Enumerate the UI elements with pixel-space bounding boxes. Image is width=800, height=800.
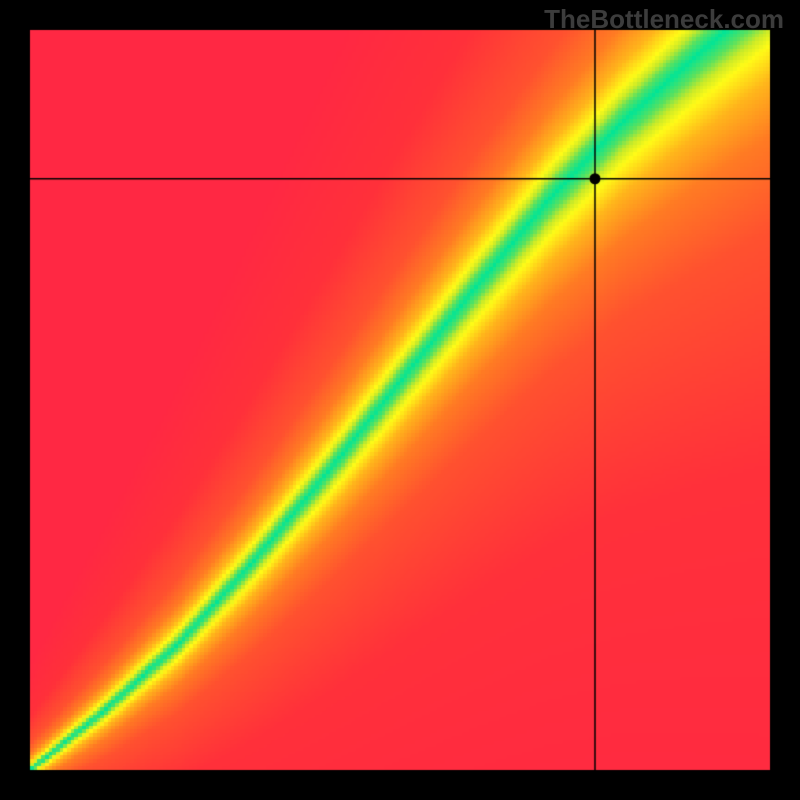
bottleneck-heatmap-container: { "watermark": { "text": "TheBottleneck.… xyxy=(0,0,800,800)
bottleneck-heatmap-canvas xyxy=(0,0,800,800)
